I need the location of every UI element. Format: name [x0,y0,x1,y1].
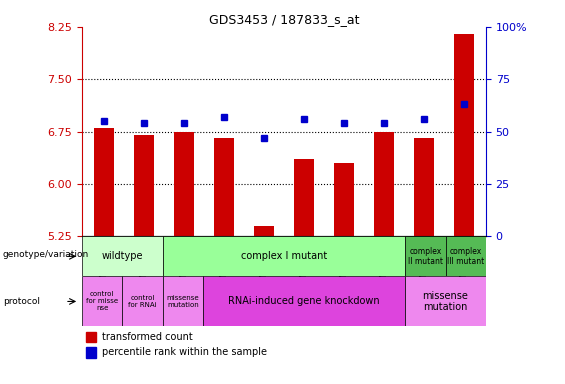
Bar [445,236,486,276]
Text: complex
II mutant: complex II mutant [408,247,443,266]
Bar [454,34,474,236]
Text: protocol: protocol [3,297,40,306]
Bar [214,139,234,236]
Bar [405,236,445,276]
Bar [163,276,203,326]
Title: GDS3453 / 187833_s_at: GDS3453 / 187833_s_at [208,13,359,26]
Text: control
for RNAi: control for RNAi [128,295,157,308]
Bar [86,347,96,358]
Bar [414,139,434,236]
Bar [86,331,96,342]
Bar [163,236,405,276]
Bar [94,128,114,236]
Text: percentile rank within the sample: percentile rank within the sample [102,347,267,358]
Text: wildtype: wildtype [102,251,143,262]
Bar [374,132,394,236]
Text: missense
mutation: missense mutation [423,291,468,312]
Bar [82,276,122,326]
Bar [122,276,163,326]
Bar [254,226,274,236]
Text: genotype/variation: genotype/variation [3,250,89,259]
Text: RNAi-induced gene knockdown: RNAi-induced gene knockdown [228,296,380,306]
Text: complex I mutant: complex I mutant [241,251,327,262]
Bar [134,135,154,236]
Bar [334,163,354,236]
Bar [294,159,314,236]
Text: transformed count: transformed count [102,332,193,342]
Bar [82,236,163,276]
Bar [203,276,405,326]
Text: control
for misse
nse: control for misse nse [86,291,118,311]
Text: missense
mutation: missense mutation [167,295,199,308]
Bar [174,132,194,236]
Bar [405,276,486,326]
Text: complex
III mutant: complex III mutant [447,247,484,266]
